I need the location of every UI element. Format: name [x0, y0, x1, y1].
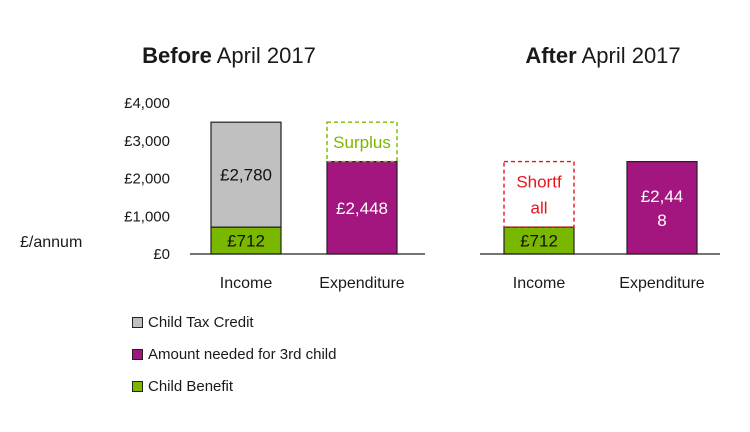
panel-2-bar-label-line-2: 8 — [657, 211, 666, 230]
panel-1-category-label: Income — [220, 275, 273, 292]
panel-2-title: After April 2017 — [525, 43, 680, 68]
legend-swatch-child-tax-credit — [132, 316, 143, 328]
panel-1-bar-child-tax-credit — [210, 121, 282, 228]
legend: Child Tax Credit Amount needed for 3rd c… — [132, 312, 336, 408]
panel-1-ytick-label: £1,000 — [124, 208, 170, 225]
panel-1-ytick-label: £0 — [153, 246, 170, 263]
panel-1-surplus-box — [326, 121, 398, 163]
legend-label-amount-needed: Amount needed for 3rd child — [148, 345, 337, 363]
panel-2-shortfall-label-line-1: Shortf — [516, 172, 562, 191]
panel-2-title-bold: After — [525, 43, 577, 68]
panel-1-ytick-label: £2,000 — [124, 171, 170, 188]
panel-2-shortfall-box — [503, 160, 575, 228]
panel-1-bar-amount-needed-for-3rd-child — [326, 160, 398, 255]
y-axis-title: £/annum — [20, 234, 82, 251]
legend-label-child-tax-credit: Child Tax Credit — [148, 313, 254, 331]
panel-2-bar-child-benefit — [503, 226, 575, 255]
panel-1-title: Before April 2017 — [142, 43, 316, 68]
legend-item-child-tax-credit: Child Tax Credit — [132, 312, 336, 332]
panel-1-surplus-label: Surplus — [333, 133, 391, 152]
panel-2-title-rest: April 2017 — [577, 43, 681, 68]
panel-1-bar-child-benefit — [210, 226, 282, 255]
legend-item-amount-needed: Amount needed for 3rd child — [132, 344, 336, 364]
panel-1-bar-label: £2,448 — [336, 199, 388, 218]
panel-1-title-bold: Before — [142, 43, 212, 68]
panel-1-ytick-label: £4,000 — [124, 95, 170, 112]
panel-1-ytick-label: £3,000 — [124, 133, 170, 150]
legend-item-child-benefit: Child Benefit — [132, 376, 336, 396]
panel-1-bar-label: £712 — [227, 232, 265, 251]
legend-swatch-child-benefit — [132, 380, 143, 392]
panel-2-bar-amount-needed-for-3rd-child — [626, 160, 698, 255]
panel-2-category-label: Income — [513, 275, 566, 292]
panel-2-shortfall-label-line-2: all — [530, 198, 547, 217]
panel-1-title-rest: April 2017 — [212, 43, 316, 68]
legend-swatch-amount-needed — [132, 348, 143, 360]
panel-1-category-label: Expenditure — [319, 275, 404, 292]
legend-label-child-benefit: Child Benefit — [148, 377, 234, 395]
panel-2-category-label: Expenditure — [619, 275, 704, 292]
panel-1-bar-label: £2,780 — [220, 166, 272, 185]
panel-2-bar-label: £712 — [520, 232, 558, 251]
panel-2-bar-label-line-1: £2,44 — [641, 187, 684, 206]
